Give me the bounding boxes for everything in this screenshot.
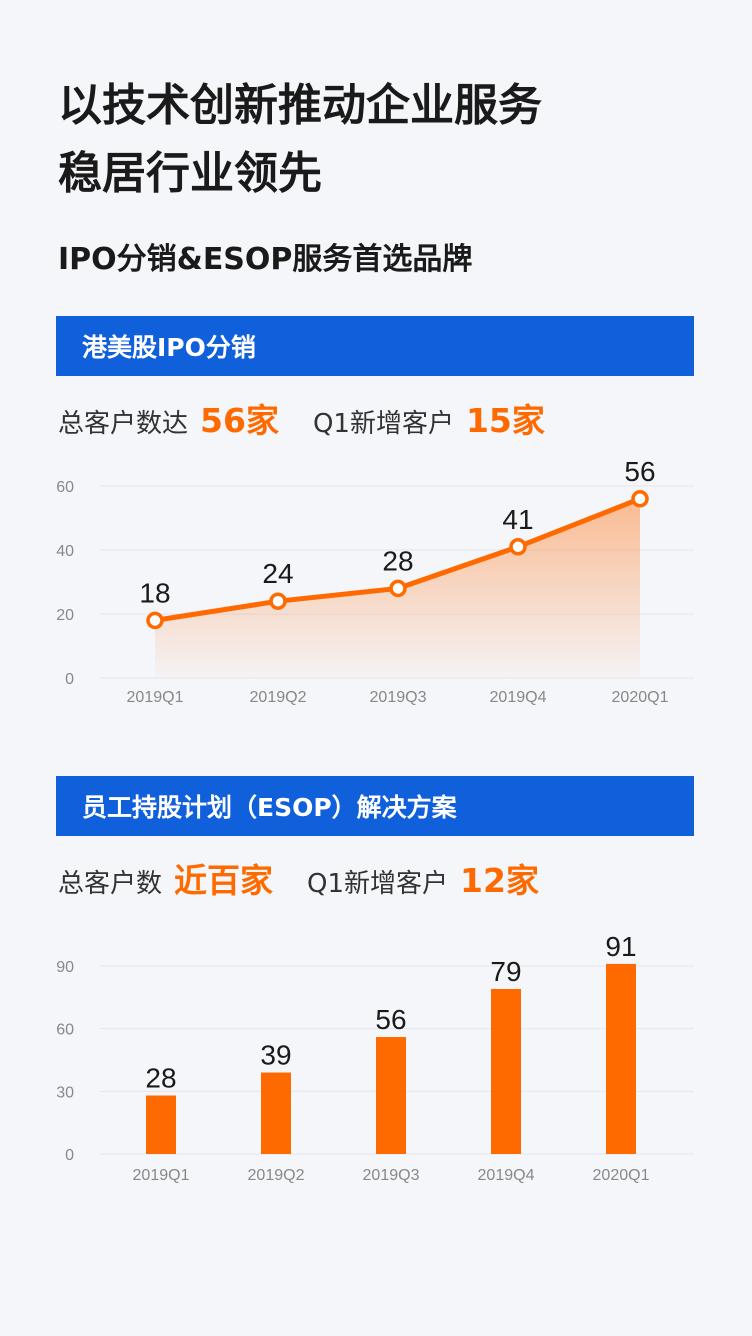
- data-point: [509, 538, 527, 556]
- data-label: 24: [262, 558, 293, 589]
- page-title: 以技术创新推动企业服务 稳居行业领先: [58, 72, 542, 208]
- data-label: 41: [502, 504, 533, 535]
- bar: [606, 963, 636, 1154]
- x-tick-label: 2019Q1: [133, 1167, 190, 1184]
- y-tick-label: 40: [56, 543, 74, 560]
- x-tick-label: 2019Q4: [478, 1167, 535, 1184]
- bar: [491, 988, 521, 1154]
- ipo-stats: 总客户数达 56家 Q1新增客户 15家: [58, 394, 545, 442]
- x-tick-label: 2020Q1: [593, 1167, 650, 1184]
- y-tick-label: 20: [56, 607, 74, 624]
- title-line-1: 以技术创新推动企业服务: [58, 80, 542, 131]
- x-tick-label: 2019Q3: [363, 1167, 420, 1184]
- bar: [146, 1095, 176, 1154]
- data-label: 39: [260, 1040, 291, 1071]
- bar: [376, 1037, 406, 1154]
- data-label: 79: [490, 956, 521, 987]
- esop-total-value: 近百家: [174, 861, 274, 900]
- y-tick-label: 30: [56, 1084, 74, 1101]
- esop-bar-chart: 0 30 60 90 28 39 56 79 91 2019Q1 2019Q2 2019Q3 2019Q…: [56, 931, 694, 1184]
- ipo-total-label: 总客户数达: [58, 409, 189, 439]
- data-label: 28: [382, 545, 413, 576]
- ipo-section-banner: 港美股IPO分销: [56, 316, 694, 376]
- area-fill: [155, 498, 640, 678]
- x-tick-label: 2020Q1: [612, 689, 669, 706]
- ipo-new-value: 15家: [465, 401, 545, 440]
- y-tick-label: 0: [65, 1147, 74, 1164]
- ipo-new-label: Q1新增客户: [312, 409, 454, 439]
- y-tick-label: 60: [56, 479, 74, 496]
- y-tick-label: 0: [65, 671, 74, 688]
- ipo-line-chart: 0 20 40 60 18 24 28 41 56 2019Q1 2019Q2 2019Q3 2019Q…: [56, 456, 694, 706]
- data-label: 56: [375, 1004, 406, 1035]
- data-label: 28: [145, 1063, 176, 1094]
- data-label: 91: [605, 931, 636, 962]
- data-point: [146, 611, 164, 630]
- data-point: [389, 579, 407, 598]
- esop-total-label: 总客户数: [58, 869, 163, 899]
- page-subtitle: IPO分销&ESOP服务首选品牌: [58, 242, 473, 277]
- title-line-2: 稳居行业领先: [58, 148, 322, 199]
- y-tick-label: 90: [56, 959, 74, 976]
- bar: [261, 1072, 291, 1154]
- data-label: 56: [624, 456, 655, 487]
- data-point: [269, 592, 287, 610]
- esop-new-label: Q1新增客户: [307, 869, 449, 899]
- data-label: 18: [139, 577, 170, 608]
- x-tick-label: 2019Q2: [250, 689, 307, 706]
- esop-section-banner: 员工持股计划（ESOP）解决方案: [56, 776, 694, 836]
- y-tick-label: 60: [56, 1022, 74, 1039]
- x-tick-label: 2019Q3: [370, 689, 427, 706]
- x-tick-label: 2019Q2: [248, 1167, 305, 1184]
- ipo-total-value: 56家: [200, 401, 279, 440]
- esop-stats: 总客户数 近百家 Q1新增客户 12家: [58, 854, 539, 902]
- x-tick-label: 2019Q4: [490, 689, 547, 706]
- esop-new-value: 12家: [460, 861, 539, 900]
- x-tick-label: 2019Q1: [127, 689, 184, 706]
- data-point: [631, 490, 649, 508]
